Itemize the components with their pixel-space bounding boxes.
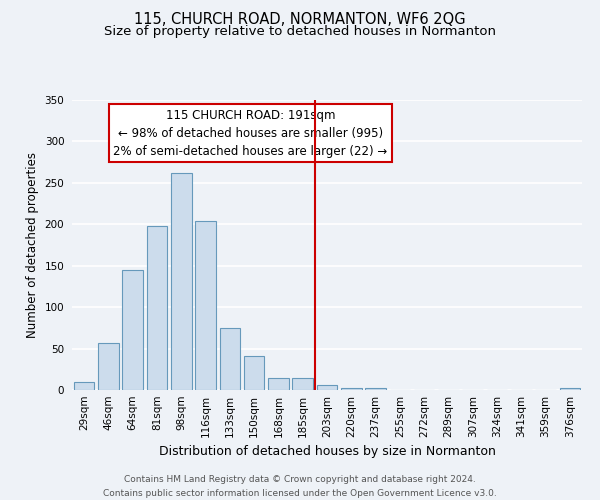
Bar (317, 385, 337, 390)
Text: 115, CHURCH ROAD, NORMANTON, WF6 2QG: 115, CHURCH ROAD, NORMANTON, WF6 2QG (134, 12, 466, 28)
Bar (292, 378, 313, 390)
Bar (560, 388, 580, 390)
Bar (171, 173, 191, 390)
Text: Contains HM Land Registry data © Crown copyright and database right 2024.
Contai: Contains HM Land Registry data © Crown c… (103, 476, 497, 498)
Bar (98, 343, 119, 390)
Bar (268, 378, 289, 390)
Text: Size of property relative to detached houses in Normanton: Size of property relative to detached ho… (104, 25, 496, 38)
Bar (341, 388, 362, 390)
Bar (220, 328, 240, 390)
Bar (122, 270, 143, 390)
Y-axis label: Number of detached properties: Number of detached properties (26, 152, 39, 338)
X-axis label: Distribution of detached houses by size in Normanton: Distribution of detached houses by size … (158, 446, 496, 458)
Bar (146, 226, 167, 390)
Bar (74, 382, 94, 390)
Bar (365, 388, 386, 390)
Text: 115 CHURCH ROAD: 191sqm
← 98% of detached houses are smaller (995)
2% of semi-de: 115 CHURCH ROAD: 191sqm ← 98% of detache… (113, 108, 388, 158)
Bar (244, 356, 265, 390)
Bar (195, 221, 216, 390)
